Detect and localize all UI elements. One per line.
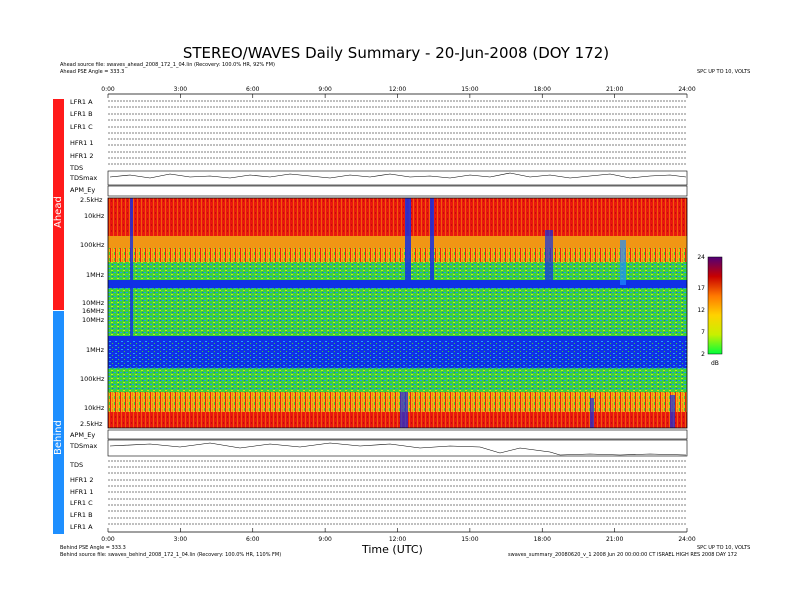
x-bottom-tick-label: 24:00	[678, 536, 695, 543]
x-bottom-tick-label: 3:00	[174, 536, 188, 543]
behind-freq-10khz: 10kHz	[84, 404, 105, 412]
x-bottom-tick-label: 12:00	[389, 536, 406, 543]
ahead-source-file: Ahead source file: swaves_ahead_2008_172…	[60, 62, 275, 68]
ahead-label-hfr1-1: HFR1 1	[70, 139, 94, 147]
behind-tdsmax-trace	[109, 442, 687, 456]
behind-freq-10mhz: 10MHz	[82, 316, 105, 324]
ahead-freq-16mhz: 16MHz	[82, 307, 105, 315]
behind-freq-2.5khz: 2.5kHz	[80, 420, 103, 428]
behind-label-apm-ey: APM_Ey	[70, 431, 96, 439]
ahead-rows	[108, 100, 687, 165]
x-top-tick-label: 9:00	[318, 86, 332, 93]
ahead-freq-100khz: 100kHz	[80, 241, 105, 249]
ahead-label-tds: TDS	[70, 164, 84, 172]
top-right-note: SPC UP TO 10, VOLTS	[697, 69, 751, 75]
x-top-tick-label: 15:00	[461, 86, 478, 93]
ahead-label-lfr1c: LFR1 C	[70, 123, 93, 131]
ahead-label-lfr1b: LFR1 B	[70, 110, 93, 118]
x-bottom-tick-label: 0:00	[101, 536, 115, 543]
ahead-freq-2.5khz: 2.5kHz	[80, 196, 103, 204]
ahead-spectrogram	[108, 198, 687, 340]
footer-right: swaves_summary_20080620_v_1 2008 Jun 20 …	[508, 552, 738, 558]
behind-label-lfr1c: LFR1 C	[70, 499, 93, 507]
behind-label-lfr1a: LFR1 A	[70, 523, 93, 531]
x-top-tick-label: 6:00	[246, 86, 260, 93]
x-top-tick-label: 21:00	[606, 86, 623, 93]
x-bottom-tick-label: 21:00	[606, 536, 623, 543]
colorbar	[707, 256, 723, 355]
ahead-label-tdsmax: TDSmax	[70, 174, 98, 182]
x-top-tick-label: 18:00	[534, 86, 551, 93]
page-title: STEREO/WAVES Daily Summary - 20-Jun-2008…	[182, 44, 610, 62]
colorbar-tick-label: 24	[697, 254, 705, 261]
x-top-tick-label: 3:00	[174, 86, 188, 93]
behind-spectrogram	[108, 340, 687, 428]
behind-label-lfr1b: LFR1 B	[70, 511, 93, 519]
behind-rows	[108, 460, 687, 525]
x-bottom-tick-label: 18:00	[534, 536, 551, 543]
ahead-freq-10khz: 10kHz	[84, 212, 105, 220]
ahead-label-lfr1a: LFR1 A	[70, 98, 93, 106]
ahead-pse-angle: Ahead PSE Angle = 333.3	[60, 69, 125, 75]
behind-side-bar	[53, 311, 64, 534]
x-bottom-tick-label: 15:00	[461, 536, 478, 543]
x-top-tick-label: 12:00	[389, 86, 406, 93]
ahead-side-bar	[53, 99, 64, 310]
x-bottom-tick-label: 6:00	[246, 536, 260, 543]
behind-freq-100khz: 100kHz	[80, 375, 105, 383]
ahead-label-apm-ey: APM_Ey	[70, 186, 96, 194]
bottom-right-note: SPC UP TO 10, VOLTS	[697, 545, 751, 551]
behind-source-file: Behind source file: swaves_behind_2008_1…	[60, 552, 282, 558]
x-top-tick-label: 0:00	[101, 86, 115, 93]
ahead-freq-1mhz: 1MHz	[86, 271, 105, 279]
behind-freq-1mhz: 1MHz	[86, 346, 105, 354]
behind-label-tds: TDS	[70, 461, 84, 469]
colorbar-tick-label: 17	[697, 285, 705, 292]
colorbar-tick-label: 2	[701, 351, 705, 358]
x-bottom-tick-label: 9:00	[318, 536, 332, 543]
colorbar-unit: dB	[711, 360, 719, 367]
x-top-tick-label: 24:00	[678, 86, 695, 93]
behind-label-hfr1-1: HFR1 1	[70, 488, 94, 496]
behind-label-hfr1-2: HFR1 2	[70, 476, 94, 484]
colorbar-tick-label: 7	[701, 329, 705, 336]
colorbar-tick-label: 12	[697, 307, 705, 314]
behind-pse-angle: Behind PSE Angle = 333.3	[60, 545, 126, 551]
ahead-freq-10mhz: 10MHz	[82, 299, 105, 307]
ahead-label-hfr1-2: HFR1 2	[70, 152, 94, 160]
x-axis-label: Time (UTC)	[362, 543, 423, 556]
ahead-tdsmax-trace	[109, 172, 687, 179]
behind-label-tdsmax: TDSmax	[70, 442, 98, 450]
